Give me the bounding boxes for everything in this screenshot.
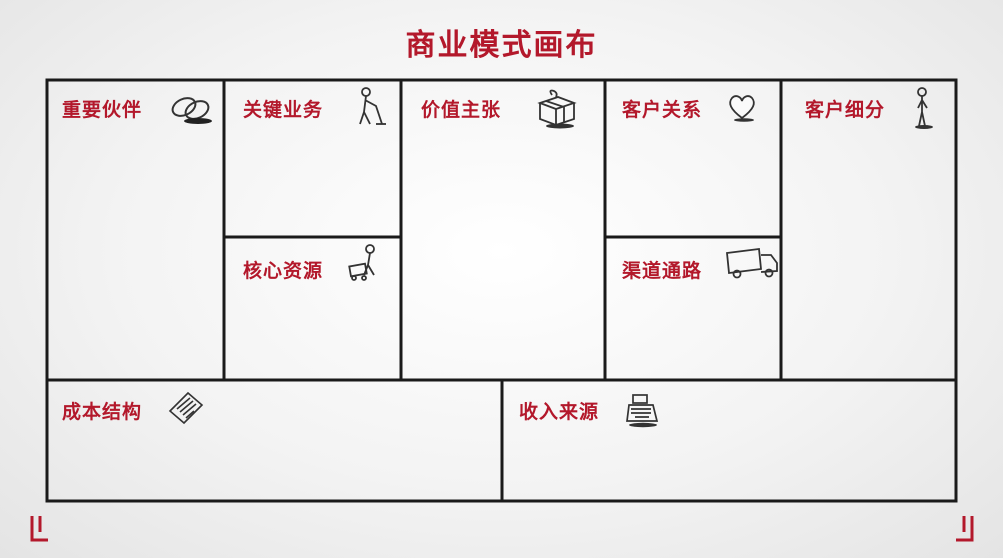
- label-key-activities: 关键业务: [243, 99, 324, 121]
- label-revenue-streams: 收入来源: [519, 401, 600, 423]
- label-customer-segments: 客户细分: [805, 99, 886, 121]
- heart-icon: [726, 92, 758, 122]
- chain-link-icon: [168, 93, 214, 125]
- canvas-title: 商业模式画布: [405, 28, 598, 63]
- standing-person-icon: [910, 86, 936, 130]
- delivery-truck-icon: [725, 245, 781, 281]
- label-channels: 渠道通路: [622, 260, 703, 282]
- gift-box-icon: [534, 89, 578, 129]
- worker-with-cart-icon: [346, 243, 384, 283]
- corner-ornament-right: [956, 516, 974, 542]
- label-customer-relationships: 客户关系: [622, 99, 703, 121]
- label-cost-structure: 成本结构: [62, 401, 143, 423]
- label-value-propositions: 价值主张: [421, 99, 502, 121]
- worker-sweeping-icon: [352, 86, 388, 128]
- corner-ornament-left: [30, 516, 48, 542]
- receipt-icon: [166, 389, 206, 425]
- cash-register-icon: [623, 391, 661, 429]
- label-key-partners: 重要伙伴: [62, 99, 143, 121]
- label-key-resources: 核心资源: [243, 260, 324, 282]
